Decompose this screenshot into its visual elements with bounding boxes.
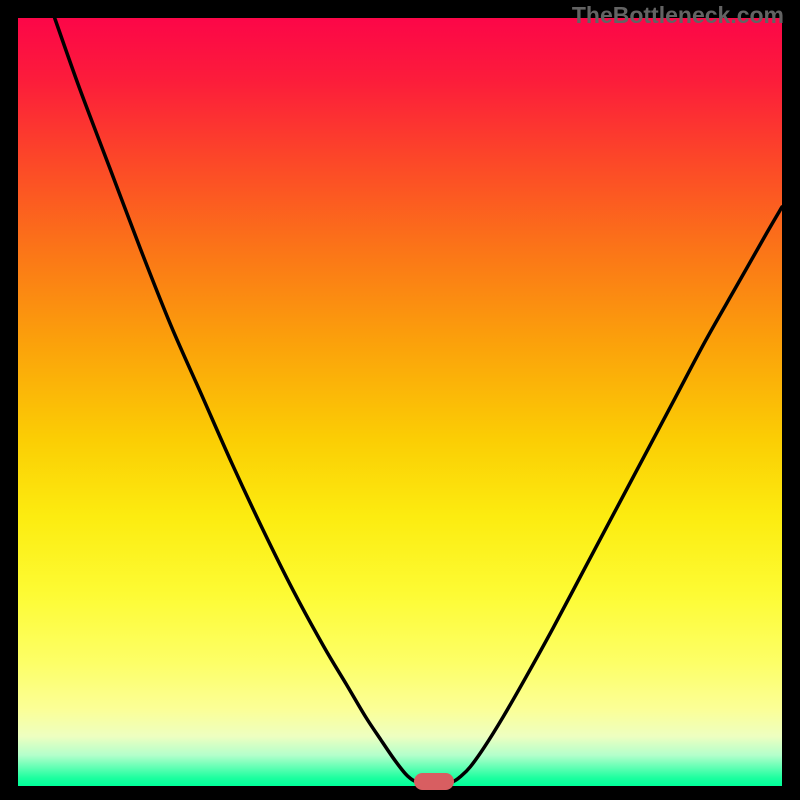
chart-container: TheBottleneck.com (0, 0, 800, 800)
watermark-text: TheBottleneck.com (572, 2, 784, 29)
bottleneck-marker (414, 773, 454, 790)
plot-area (18, 18, 782, 786)
